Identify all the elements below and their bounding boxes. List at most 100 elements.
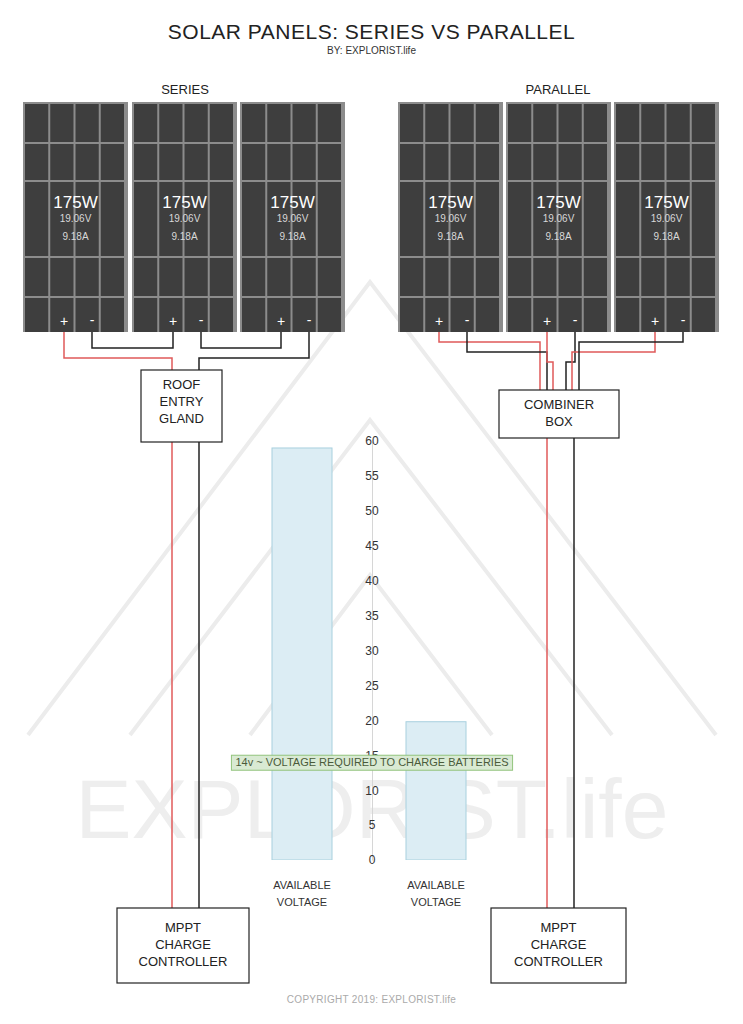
tick-label: 30 xyxy=(365,644,379,658)
panel-cell xyxy=(476,104,499,142)
panel-cell xyxy=(76,104,99,142)
panel-positive: + xyxy=(60,313,68,329)
voltage-chart: 051015202530354045505560AVAILABLEVOLTAGE… xyxy=(231,434,512,908)
panel-volts: 19.06V xyxy=(60,213,92,224)
panel-cell xyxy=(293,144,316,180)
panel-cell xyxy=(318,182,341,256)
panel-cell xyxy=(25,182,48,256)
panel-cell xyxy=(267,298,290,332)
panel-cell xyxy=(50,144,73,180)
controller-label: MPPT xyxy=(165,920,201,935)
y-tick: 0 xyxy=(369,853,376,867)
panel-cell xyxy=(318,258,341,296)
tick-label: 25 xyxy=(365,679,379,693)
panel-cell xyxy=(508,104,531,142)
junction-box xyxy=(499,390,619,438)
panel-cell xyxy=(692,258,715,296)
y-tick: 10 xyxy=(365,784,379,798)
background xyxy=(0,0,743,1024)
bar xyxy=(406,722,466,860)
group-label: SERIES xyxy=(161,82,209,97)
panel-cell xyxy=(159,298,182,332)
panel-watts: 175W xyxy=(270,193,314,212)
panel-negative: - xyxy=(681,312,686,328)
controller-box xyxy=(491,908,626,983)
solar-panel: 175W19.06V9.18A+- xyxy=(398,102,503,332)
panel-cell xyxy=(210,298,233,332)
y-tick: 25 xyxy=(365,679,379,693)
panel-cell xyxy=(185,144,208,180)
tick-label: 10 xyxy=(365,784,379,798)
junction-box xyxy=(141,370,222,442)
tick-label: 50 xyxy=(365,504,379,518)
panel-cell xyxy=(616,104,639,142)
panel-cell xyxy=(667,298,690,332)
panel-positive: + xyxy=(435,313,443,329)
panel-negative: - xyxy=(465,312,470,328)
panel-frame xyxy=(23,102,128,332)
annotation: 14v ~ VOLTAGE REQUIRED TO CHARGE BATTERI… xyxy=(231,755,512,770)
title: SOLAR PANELS: SERIES VS PARALLEL xyxy=(168,20,575,43)
tick-label: 5 xyxy=(369,818,376,832)
panel-cell xyxy=(400,144,423,180)
bar xyxy=(272,448,332,860)
panel-cell xyxy=(267,104,290,142)
byline: BY: EXPLORIST.life xyxy=(327,45,416,56)
wires xyxy=(439,330,683,908)
panel-cell xyxy=(692,104,715,142)
panel-cell xyxy=(76,258,99,296)
wire xyxy=(546,438,548,908)
panel-cell xyxy=(692,144,715,180)
panel-cell xyxy=(50,104,73,142)
panel-watts: 175W xyxy=(536,193,580,212)
panel-cell xyxy=(101,298,124,332)
group-label: PARALLEL xyxy=(526,82,591,97)
panel-cell xyxy=(451,104,474,142)
wire xyxy=(439,330,540,390)
y-tick: 45 xyxy=(365,539,379,553)
panel-cell xyxy=(318,298,341,332)
solar-panel: 175W19.06V9.18A+- xyxy=(23,102,128,332)
panel-cell xyxy=(134,104,157,142)
panel-cell xyxy=(242,258,265,296)
panel-cell xyxy=(584,104,607,142)
panel-watts: 175W xyxy=(53,193,97,212)
panel-positive: + xyxy=(543,313,551,329)
panel-frame xyxy=(398,102,503,332)
panel-amps: 9.18A xyxy=(653,231,679,242)
tick-label: 0 xyxy=(369,853,376,867)
panel-cell xyxy=(76,144,99,180)
panel-cell xyxy=(667,104,690,142)
junction-label: GLAND xyxy=(159,411,204,426)
panel-cell xyxy=(159,144,182,180)
controller-label: MPPT xyxy=(540,920,576,935)
panel-amps: 9.18A xyxy=(545,231,571,242)
panel-cell xyxy=(25,144,48,180)
panel-cell xyxy=(293,104,316,142)
panel-negative: - xyxy=(573,312,578,328)
panel-cell xyxy=(318,104,341,142)
panel-cell xyxy=(584,298,607,332)
footer: COPYRIGHT 2019: EXPLORIST.life xyxy=(287,994,457,1005)
y-tick: 60 xyxy=(365,434,379,448)
panel-cell xyxy=(425,144,448,180)
annotation-box xyxy=(231,755,512,770)
wire xyxy=(572,330,655,390)
tick-label: 55 xyxy=(365,469,379,483)
wire xyxy=(201,330,281,348)
panel-volts: 19.06V xyxy=(543,213,575,224)
panel-cell xyxy=(25,298,48,332)
panel-amps: 9.18A xyxy=(62,231,88,242)
wire xyxy=(198,442,200,908)
panel-frame xyxy=(132,102,237,332)
panel-cell xyxy=(425,258,448,296)
panel-cell xyxy=(508,182,531,256)
tick-label: 20 xyxy=(365,714,379,728)
panel-positive: + xyxy=(169,313,177,329)
panel-cell xyxy=(134,144,157,180)
solar-panel: 175W19.06V9.18A+- xyxy=(240,102,345,332)
panel-cell xyxy=(425,104,448,142)
y-tick: 40 xyxy=(365,574,379,588)
panel-cell xyxy=(476,144,499,180)
panel-cell xyxy=(692,182,715,256)
